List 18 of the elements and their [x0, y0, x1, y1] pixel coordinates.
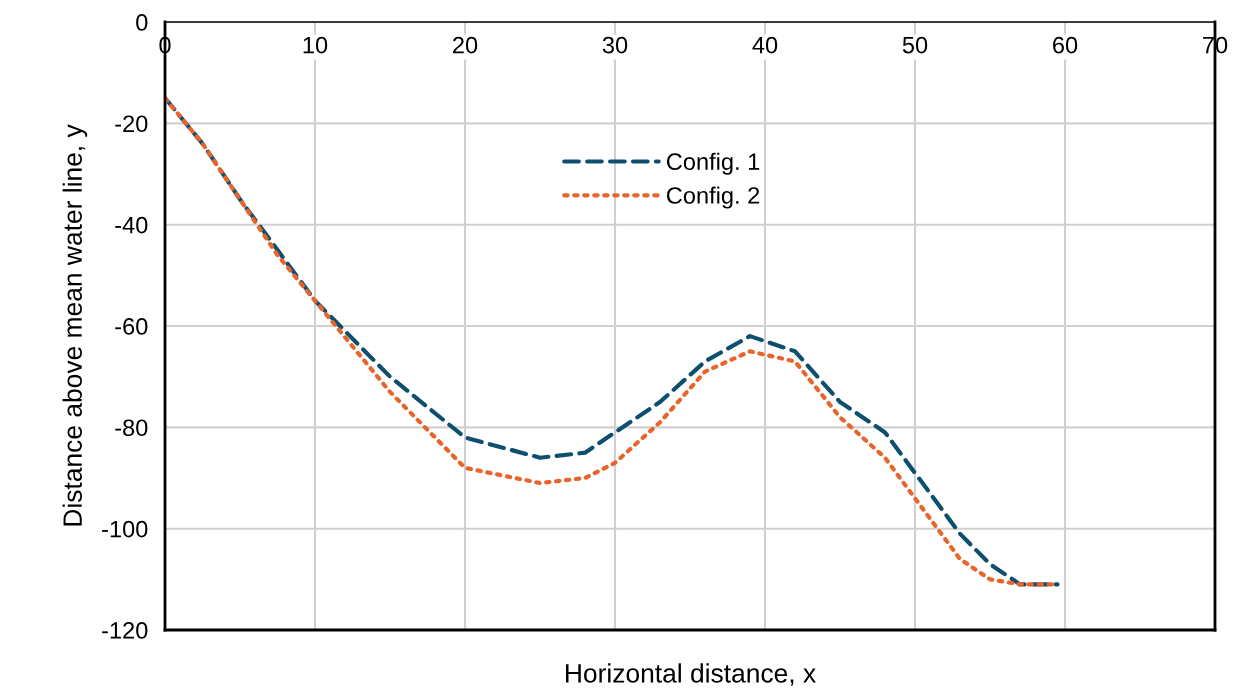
y-tick-label: -120 [102, 622, 148, 639]
y-tick-label: 0 [136, 14, 148, 31]
y-tick-label: -20 [115, 115, 148, 133]
y-tick-label: -40 [115, 216, 148, 234]
y-tick-label: -100 [102, 520, 148, 538]
x-tick-label: 20 [453, 36, 478, 54]
x-tick-label: 30 [602, 36, 628, 54]
x-tick-label: 60 [1053, 36, 1078, 54]
y-tick-label: -60 [115, 318, 148, 335]
line-series [165, 95, 1060, 587]
x-axis-title: Horizontal distance, x [566, 663, 816, 686]
legend-label: Config. 2 [666, 186, 760, 209]
y-axis-title: Distance above mean water line, y [62, 124, 88, 526]
y-tick-label: -80 [115, 419, 148, 437]
legend-label: Config. 1 [666, 152, 760, 175]
x-tick-label: 50 [902, 36, 928, 54]
x-tick-label: 40 [752, 36, 778, 54]
x-tick-label: 10 [303, 36, 328, 54]
